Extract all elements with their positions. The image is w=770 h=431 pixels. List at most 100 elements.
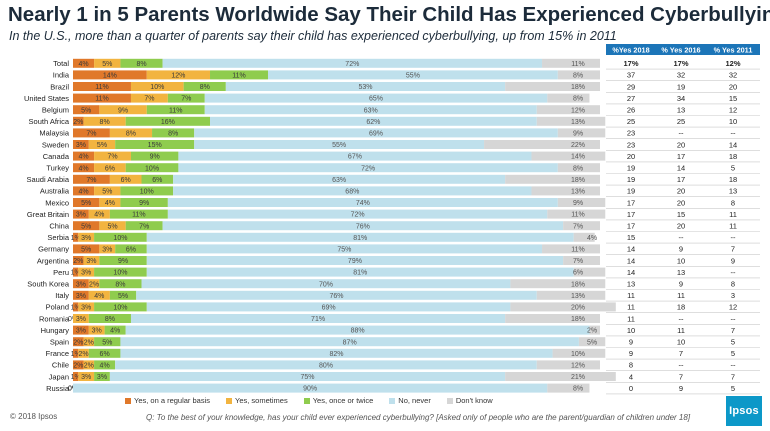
table-cell: -- bbox=[731, 314, 736, 323]
legend-item: Don't know bbox=[446, 396, 493, 405]
bar-segment bbox=[152, 128, 195, 138]
bar-segment bbox=[510, 302, 616, 312]
bar-segment bbox=[204, 93, 548, 103]
data-label: 74% bbox=[356, 200, 370, 207]
bar-segment bbox=[267, 70, 558, 80]
data-label: 4% bbox=[78, 165, 88, 172]
bar-segment bbox=[83, 360, 95, 370]
table-cell: 11 bbox=[677, 326, 685, 335]
table-cell: 14 bbox=[627, 256, 635, 265]
bar-segment bbox=[94, 151, 131, 161]
survey-question: Q: To the best of your knowledge, has yo… bbox=[146, 413, 691, 422]
table-cell: 10 bbox=[677, 338, 685, 347]
legend-item: No, never bbox=[389, 396, 431, 405]
table-cell: 19 bbox=[627, 187, 635, 196]
bar-segment bbox=[536, 105, 600, 115]
bar-segment bbox=[83, 337, 95, 347]
bar-segment bbox=[120, 337, 579, 347]
data-label: 69% bbox=[369, 131, 383, 138]
bar-segment bbox=[104, 325, 126, 335]
bar-segment bbox=[78, 302, 95, 312]
copyright-text: © 2018 Ipsos bbox=[10, 412, 58, 421]
data-label: 5% bbox=[81, 200, 91, 207]
data-label: 72% bbox=[361, 165, 375, 172]
bar-segment bbox=[73, 290, 89, 300]
data-label: 21% bbox=[571, 374, 585, 381]
table-cell: 17 bbox=[677, 152, 685, 161]
table-cell: 12 bbox=[729, 106, 737, 115]
bar-segment bbox=[83, 256, 100, 265]
legend-item: Yes, on a regular basis bbox=[125, 396, 210, 405]
table-cell: 7 bbox=[679, 349, 683, 358]
bar-segment bbox=[94, 360, 116, 370]
bar-segment bbox=[73, 314, 89, 323]
bar-segment bbox=[115, 360, 537, 370]
data-label: 2% bbox=[73, 119, 83, 126]
bar-segment bbox=[167, 209, 548, 219]
bar-segment bbox=[578, 337, 606, 347]
bar-segment bbox=[178, 151, 532, 161]
legend-label: No, never bbox=[398, 396, 431, 405]
table-cell: 20 bbox=[677, 198, 685, 207]
data-label: 3% bbox=[97, 374, 107, 381]
bar-segment bbox=[547, 209, 606, 219]
bar-segment bbox=[88, 325, 105, 335]
bar-segment bbox=[88, 290, 110, 300]
bar-segment bbox=[94, 163, 126, 173]
category-label: Great Britain bbox=[27, 210, 69, 219]
bar-segment bbox=[183, 82, 226, 91]
table-cell: 9 bbox=[679, 280, 683, 289]
category-label: Peru bbox=[53, 268, 69, 277]
data-label: 3% bbox=[76, 316, 86, 323]
data-label: 1% bbox=[71, 374, 81, 381]
bar-segment bbox=[73, 372, 79, 381]
data-label: 8% bbox=[100, 119, 110, 126]
bar-segment bbox=[146, 70, 211, 80]
bar-segment bbox=[120, 58, 163, 68]
table-cell: 7 bbox=[679, 372, 683, 381]
table-cell: 5 bbox=[731, 384, 735, 393]
category-label: Serbia bbox=[47, 233, 70, 242]
bar-segment bbox=[73, 105, 100, 115]
category-label: Saudi Arabia bbox=[26, 175, 69, 184]
table-cell: 4 bbox=[629, 372, 633, 381]
data-label: 16% bbox=[161, 119, 175, 126]
bar-segment bbox=[125, 221, 163, 231]
data-label: 10% bbox=[140, 189, 154, 196]
data-label: 69% bbox=[322, 305, 336, 312]
data-label: 81% bbox=[353, 235, 367, 242]
bar-segment bbox=[78, 348, 89, 358]
bar-segment bbox=[125, 325, 590, 335]
table-cell: 5 bbox=[731, 338, 735, 347]
table-header-2: % Yes 2016 bbox=[661, 46, 700, 55]
category-label: Poland bbox=[46, 303, 69, 312]
table-cell: 37 bbox=[627, 71, 635, 80]
category-label: Australia bbox=[40, 187, 70, 196]
data-label: 18% bbox=[571, 316, 585, 323]
data-label: 10% bbox=[113, 235, 127, 242]
category-label: South Africa bbox=[29, 117, 70, 126]
table-cell: 3 bbox=[731, 291, 735, 300]
bar-segment bbox=[563, 221, 600, 231]
bar-segment bbox=[125, 163, 179, 173]
data-label: 75% bbox=[337, 247, 351, 254]
table-cell: 14 bbox=[627, 245, 635, 254]
bar-segment bbox=[94, 337, 121, 347]
data-label: 76% bbox=[356, 223, 370, 230]
bar-segment bbox=[73, 348, 79, 358]
table-header-1: %Yes 2018 bbox=[612, 46, 649, 55]
bar-segment bbox=[146, 302, 511, 312]
bar-segment bbox=[78, 232, 95, 242]
table-cell: 12 bbox=[729, 303, 737, 312]
table-cell: 18 bbox=[729, 175, 737, 184]
data-label: 5% bbox=[81, 223, 91, 230]
category-label: Hungary bbox=[41, 326, 70, 335]
table-cell: 17% bbox=[673, 59, 688, 68]
bar-segment bbox=[94, 302, 147, 312]
bar-segment bbox=[505, 372, 616, 381]
bar-segment bbox=[73, 116, 84, 126]
table-header-3: % Yes 2011 bbox=[714, 46, 753, 55]
table-cell: 11 bbox=[627, 291, 635, 300]
table-cell: 9 bbox=[629, 349, 633, 358]
category-label: Chile bbox=[52, 361, 69, 370]
